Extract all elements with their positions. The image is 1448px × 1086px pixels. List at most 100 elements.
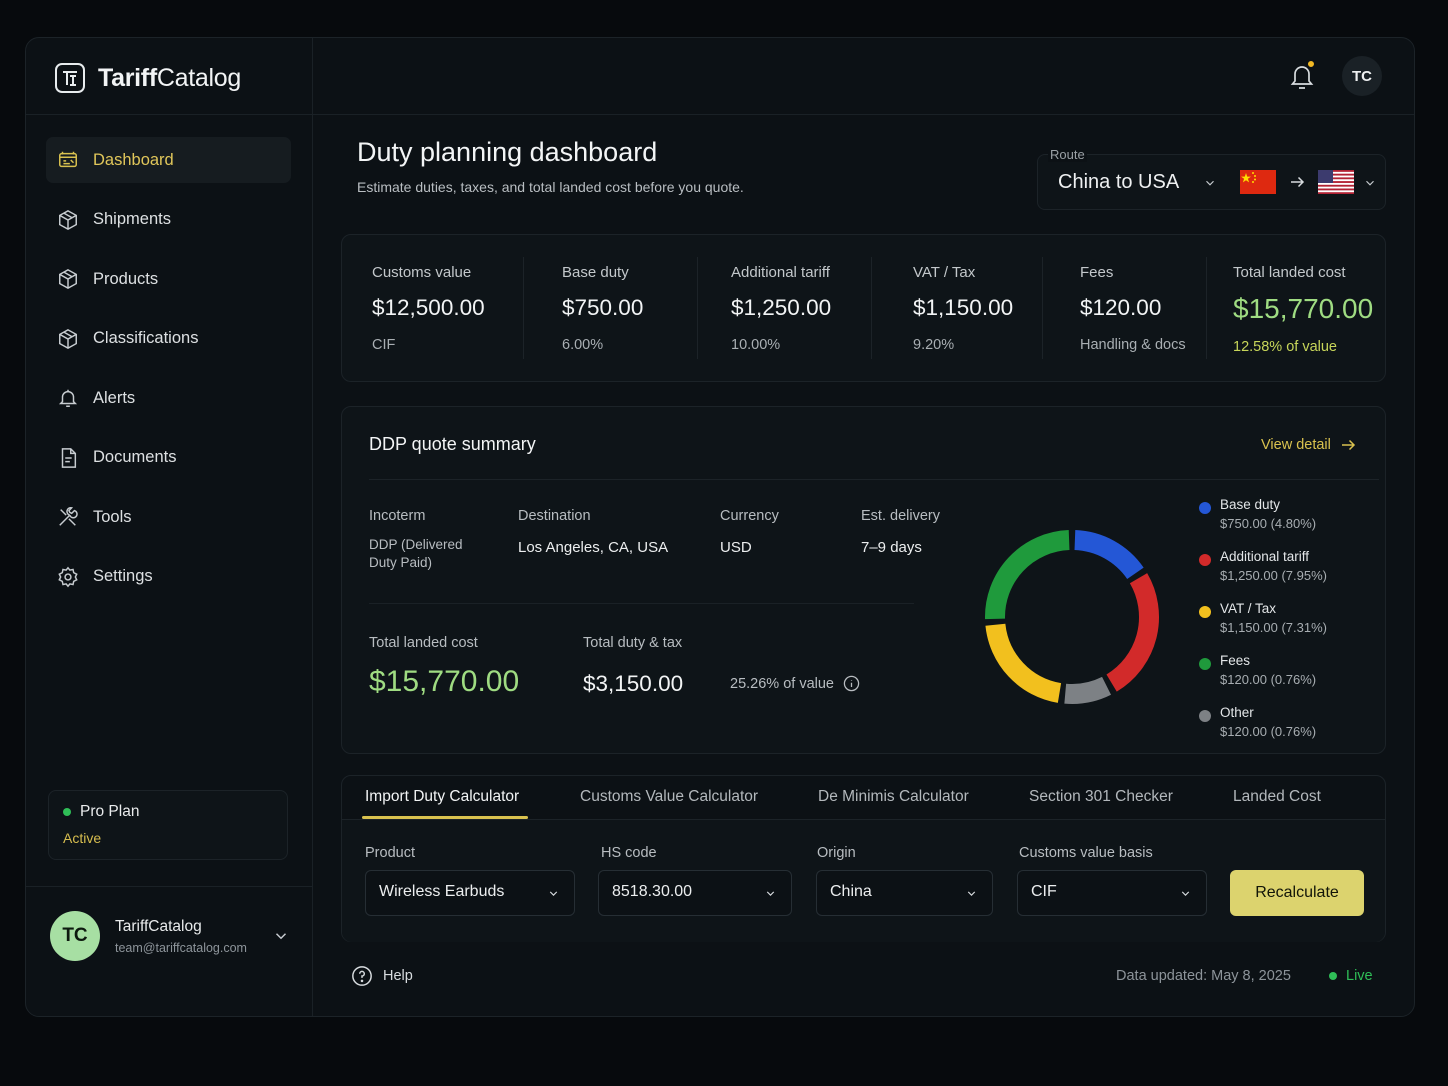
calculator-panel: Import Duty Calculator Customs Value Cal… [341,775,1386,942]
dashboard-icon [59,151,77,168]
chevron-down-icon [1181,891,1190,896]
legend-label: Fees [1220,653,1251,668]
sidebar-item-alerts[interactable]: Alerts [46,375,291,421]
legend-item-base-duty: Base duty $750.00 (4.80%) [1197,497,1327,549]
legend-label: Other [1220,705,1254,720]
route-selector[interactable]: China to USA [1037,154,1386,210]
user-menu[interactable]: TC TariffCatalog team@tariffcatalog.com [50,910,290,962]
chevron-down-icon[interactable] [1203,176,1217,190]
field-label: Incoterm [369,508,426,524]
tab-landed-cost[interactable]: Landed Cost [1233,788,1321,805]
recalculate-button[interactable]: Recalculate [1230,870,1364,916]
legend-value: $120.00 (0.76%) [1220,724,1317,739]
donut-segment-4 [985,530,1070,620]
divider [523,257,524,359]
chevron-down-icon[interactable] [272,927,290,945]
view-detail-link[interactable]: View detail [1261,436,1357,454]
page-subtitle: Estimate duties, taxes, and total landed… [357,179,744,195]
chevron-down-icon[interactable] [1363,176,1377,190]
info-icon[interactable] [843,675,860,692]
customs-value-basis-select-value: CIF [1031,883,1057,900]
customs-value-basis-select[interactable]: CIF [1017,870,1207,916]
chevron-down-icon [766,891,775,896]
divider [1042,257,1043,359]
data-updated-text: Data updated: May 8, 2025 [1116,968,1291,984]
divider [26,114,313,115]
metric-label: Fees [1080,264,1114,281]
legend-swatch [1199,554,1211,566]
app-window: TariffCatalog Dashboard Shipments Produc… [25,37,1415,1017]
sidebar-item-label: Shipments [93,210,171,228]
plan-card[interactable]: Pro Plan Active [48,790,288,860]
divider [1206,257,1207,359]
calculator-tabs: Import Duty Calculator Customs Value Cal… [342,776,1385,820]
total-duty-label: Total duty & tax [583,635,683,651]
total-landed-label: Total landed cost [369,635,478,651]
legend-label: Base duty [1220,497,1281,512]
user-email: team@tariffcatalog.com [115,940,247,955]
sidebar-item-settings[interactable]: Settings [46,554,291,600]
product-select[interactable]: Wireless Earbuds [365,870,575,916]
plan-name: Pro Plan [80,803,140,820]
sidebar-nav: Dashboard Shipments Products Classificat… [46,137,291,613]
metric-sub: 9.20% [913,337,955,353]
metric-sub: 10.00% [731,337,781,353]
metric-label: Total landed cost [1233,264,1346,281]
legend-swatch [1199,606,1211,618]
field-value: USD [720,539,752,556]
sidebar-item-documents[interactable]: Documents [46,435,291,481]
sidebar-item-tools[interactable]: Tools [46,494,291,540]
donut-segment-0 [1074,530,1144,580]
metric-value: $15,770.00 [1233,293,1374,324]
field-label: Est. delivery [861,508,940,524]
legend-item-other: Other $120.00 (0.76%) [1197,705,1327,757]
metric-value: $1,150.00 [913,295,1014,320]
tab-customs-value-calculator[interactable]: Customs Value Calculator [580,788,759,805]
origin-select[interactable]: China [816,870,993,916]
metric-label: Customs value [372,264,472,281]
field-value: 7–9 days [861,539,922,556]
divider [369,603,914,604]
divider [369,479,1379,480]
tab-section-301-checker[interactable]: Section 301 Checker [1029,788,1173,805]
bell-icon [58,389,78,407]
metric-value: $120.00 [1080,295,1162,320]
divider [871,257,872,359]
notifications-bell-icon[interactable] [1287,60,1317,92]
gear-icon [58,566,78,587]
avatar[interactable]: TC [1342,56,1382,96]
status-dot [63,808,71,816]
ddp-quote-summary-card: DDP quote summary View detail Incoterm D… [341,406,1386,754]
help-link[interactable]: Help [351,965,413,987]
legend-label: Additional tariff [1220,549,1310,564]
box-icon [59,209,77,230]
legend-value: $120.00 (0.76%) [1220,672,1317,687]
tariffcatalog-logo-icon [55,63,85,93]
metric-sub: 12.58% of value [1233,339,1337,355]
plan-status: Active [63,830,102,846]
sidebar-item-products[interactable]: Products [46,256,291,302]
active-tab-indicator [362,816,528,819]
sidebar-item-classifications[interactable]: Classifications [46,316,291,362]
avatar: TC [50,911,100,961]
field-label: Product [365,845,415,861]
sidebar-item-label: Products [93,269,159,288]
donut-segment-2 [1064,676,1112,704]
sidebar-item-dashboard[interactable]: Dashboard [46,137,291,183]
arrow-right-icon [1341,439,1355,451]
metric-value: $750.00 [562,295,644,320]
tab-de-minimis-calculator[interactable]: De Minimis Calculator [818,788,969,805]
box-icon [59,328,77,349]
tab-import-duty-calculator[interactable]: Import Duty Calculator [365,788,520,805]
view-detail-label: View detail [1261,437,1331,453]
document-icon [61,447,77,468]
field-label: Destination [518,508,591,524]
brand[interactable]: TariffCatalog [54,60,241,96]
hs-code-select[interactable]: 8518.30.00 [598,870,792,916]
field-label: Currency [720,508,779,524]
sidebar-item-label: Documents [93,448,177,466]
donut-segment-3 [985,623,1062,703]
route-label: Route [1048,147,1087,162]
sidebar-item-shipments[interactable]: Shipments [46,197,291,243]
divider [313,114,1414,115]
